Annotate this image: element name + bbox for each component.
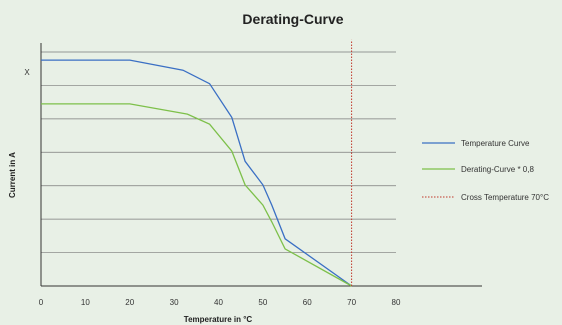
x-tick-label: 10	[81, 298, 90, 307]
grid-lines	[41, 51, 396, 253]
x-tick-label: 50	[258, 298, 267, 307]
axes	[40, 43, 482, 287]
chart-title: Derating-Curve	[242, 11, 343, 27]
legend-label: Derating-Curve * 0,8	[461, 165, 534, 174]
y-axis-title: Current in A	[8, 152, 17, 198]
x-tick-label: 20	[125, 298, 134, 307]
x-axis-title: Temperature in °C	[184, 315, 253, 324]
x-tick-labels: 0 10 20 30 40 50 60 70 80	[39, 298, 401, 307]
legend-label: Cross Temperature 70°C	[461, 193, 549, 202]
series-line-1	[41, 103, 352, 287]
y-tick-labels: X	[24, 68, 30, 77]
x-tick-label: 40	[214, 298, 223, 307]
legend-label: Temperature Curve	[461, 139, 530, 148]
legend: Temperature Curve Derating-Curve * 0,8 Cro…	[422, 139, 549, 202]
x-tick-label: 30	[170, 298, 179, 307]
x-tick-label: 70	[347, 298, 356, 307]
series-line-0	[41, 59, 352, 287]
y-tick-label: X	[24, 68, 30, 77]
x-tick-label: 0	[39, 298, 44, 307]
x-tick-label: 60	[303, 298, 312, 307]
x-tick-label: 80	[392, 298, 401, 307]
series-lines	[41, 39, 353, 287]
